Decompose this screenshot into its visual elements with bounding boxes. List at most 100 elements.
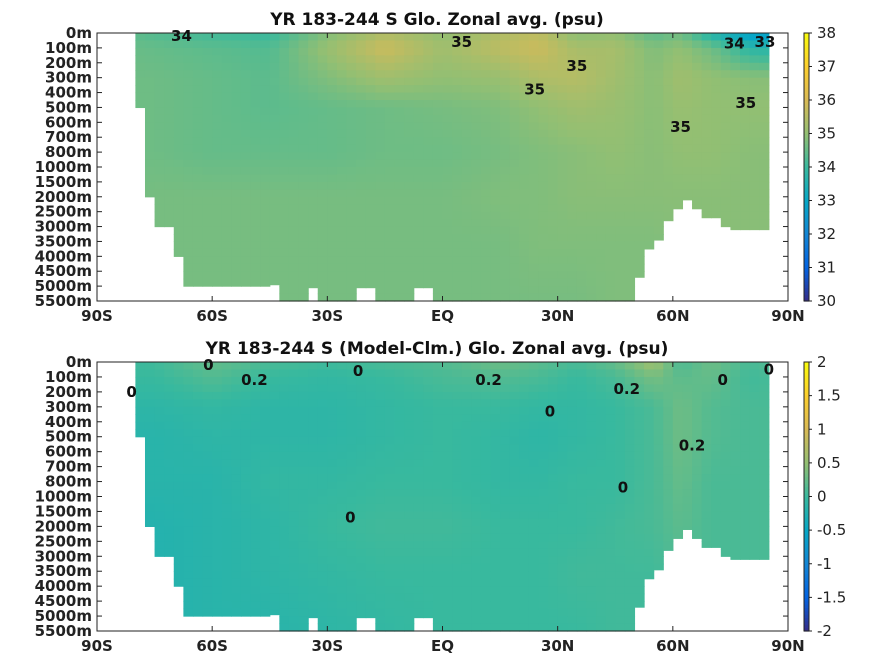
heatmap-cell [135,85,146,94]
heatmap-cell [567,167,578,176]
heatmap-cell [740,511,751,520]
heatmap-cell [519,129,530,138]
colorbar-segment [804,106,809,111]
heatmap-cell [586,429,597,438]
heatmap-cell [711,421,722,430]
heatmap-cell [500,137,511,146]
heatmap-cell [509,399,520,408]
heatmap-cell [730,122,741,131]
heatmap-cell [519,399,530,408]
heatmap-cell [615,503,626,513]
heatmap-cell [615,541,626,550]
heatmap-cell [365,421,376,430]
heatmap-cell [250,541,261,550]
heatmap-cell [192,406,204,415]
heatmap-cell [624,391,636,400]
heatmap-cell [749,466,760,475]
heatmap-cell [730,406,741,415]
heatmap-cell [250,444,261,453]
heatmap-cell [509,293,520,302]
heatmap-cell [576,429,588,438]
heatmap-cell [240,159,252,168]
heatmap-cell [432,421,444,430]
heatmap-cell [279,137,290,146]
heatmap-cell [384,384,396,393]
heatmap-cell [711,399,722,408]
heatmap-cell [749,204,760,213]
heatmap-cell [404,196,415,205]
heatmap-cell [327,181,338,190]
heatmap-cell [528,234,540,243]
heatmap-cell [365,241,376,250]
heatmap-cell [615,511,626,520]
heatmap-cell [720,159,732,168]
heatmap-cell [615,263,626,272]
heatmap-cell [432,181,444,190]
heatmap-cell [183,436,194,445]
heatmap-cell [528,593,540,602]
heatmap-cell [308,571,319,580]
heatmap-cell [682,391,693,400]
heatmap-cell [471,33,482,42]
heatmap-cell [394,563,405,572]
heatmap-cell [173,62,184,71]
heatmap-cell [576,571,588,580]
heatmap-cell [288,241,300,250]
heatmap-cell [375,219,386,228]
heatmap-cell [461,196,472,205]
heatmap-cell [423,421,434,430]
heatmap-cell [605,541,616,550]
heatmap-cell [663,204,674,213]
heatmap-cell [317,548,328,557]
heatmap-cell [269,256,280,265]
heatmap-cell [144,70,156,79]
heatmap-cell [240,369,252,378]
heatmap-cell [356,219,367,228]
heatmap-cell [212,518,223,527]
heatmap-cell [240,489,252,498]
heatmap-cell [452,137,463,146]
heatmap-cell [509,174,520,183]
heatmap-cell [576,204,588,213]
heatmap-cell [173,571,184,580]
heatmap-cell [212,114,223,123]
heatmap-cell [154,384,165,393]
heatmap-cell [759,421,770,430]
heatmap-cell [384,578,396,587]
heatmap-cell [269,114,280,123]
colorbar-segment [804,210,809,215]
heatmap-cell [682,384,693,393]
colorbar-segment [804,287,809,292]
heatmap-cell [144,362,156,371]
heatmap-cell [423,144,434,153]
heatmap-cell [346,608,357,617]
heatmap-cell [221,526,232,535]
heatmap-cell [442,77,453,86]
heatmap-cell [317,174,328,183]
heatmap-cell [298,181,309,190]
heatmap-cell [538,623,549,632]
heatmap-cell [576,406,588,415]
heatmap-cell [672,122,684,131]
x-tick-label: 90S [81,307,113,325]
heatmap-cell [221,563,232,572]
heatmap-cell [384,137,396,146]
heatmap-cell [634,70,645,79]
colorbar-segment [804,523,809,528]
heatmap-cell [327,601,338,610]
heatmap-cell [394,77,405,86]
heatmap-cell [509,271,520,280]
heatmap-cell [413,286,424,289]
heatmap-cell [221,481,232,490]
heatmap-cell [413,204,424,213]
heatmap-cell [624,92,636,101]
heatmap-cell [202,181,213,190]
heatmap-cell [538,563,549,572]
heatmap-cell [653,174,664,183]
heatmap-cell [173,241,184,250]
heatmap-cell [567,226,578,235]
heatmap-cell [394,278,405,287]
heatmap-cell [519,47,530,56]
heatmap-cell [701,159,712,168]
heatmap-cell [500,601,511,610]
